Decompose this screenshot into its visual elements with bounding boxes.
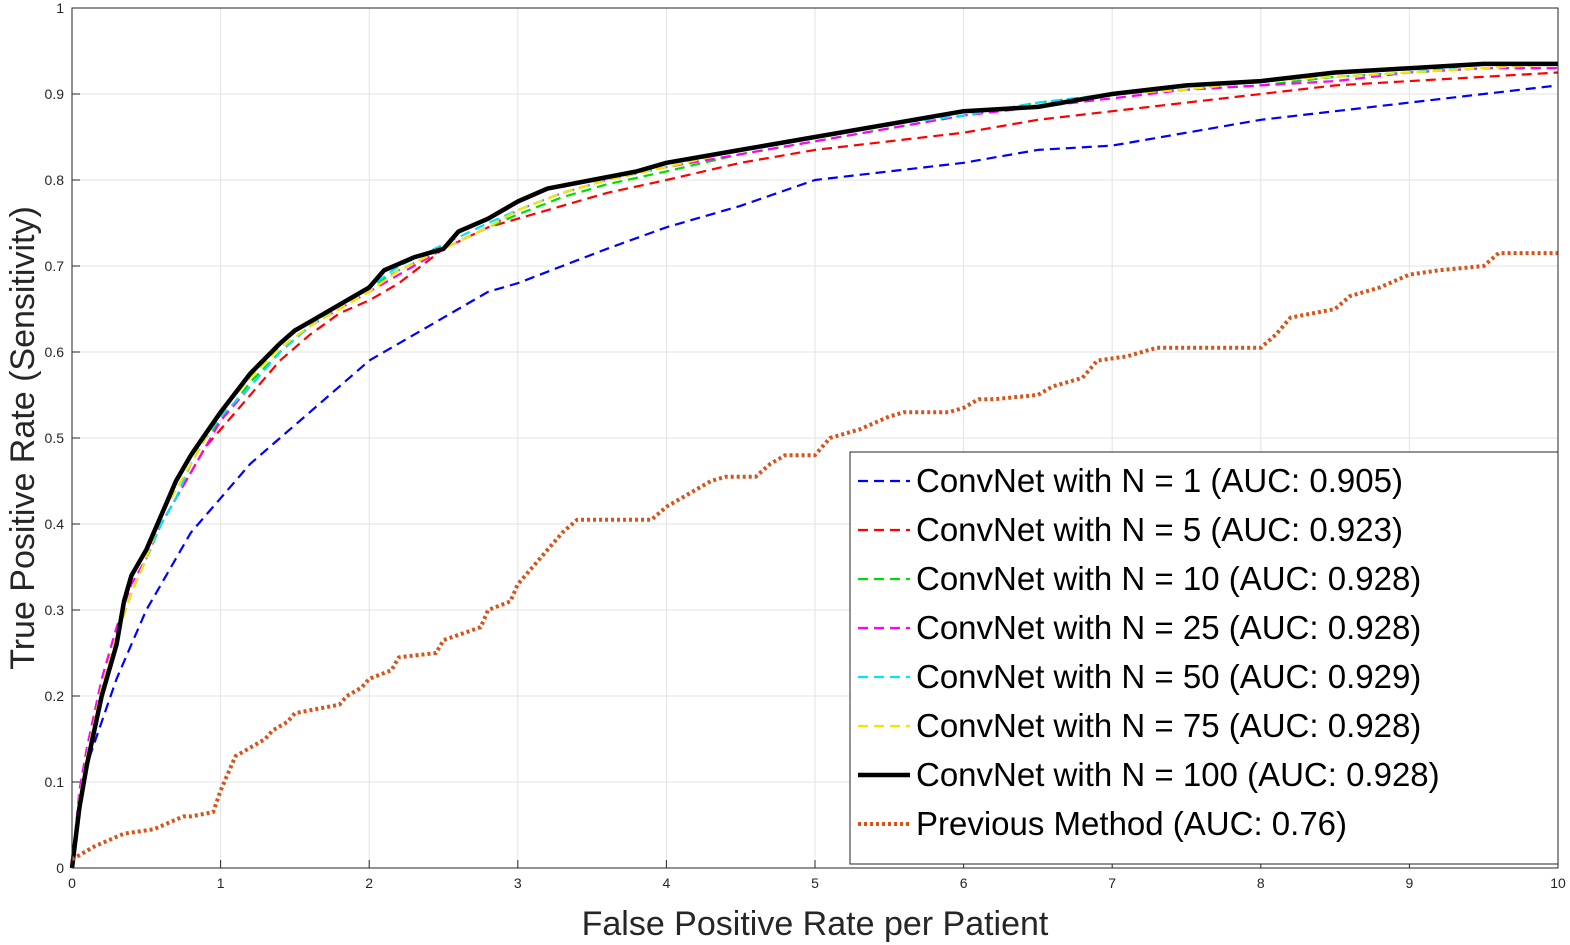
x-axis-label: False Positive Rate per Patient [582,905,1049,943]
legend: ConvNet with N = 1 (AUC: 0.905) ConvNet w… [849,451,1559,865]
x-tick-label: 5 [811,875,819,891]
x-tick-label: 9 [1406,875,1414,891]
x-tick-label: 0 [68,875,76,891]
x-tick-label: 8 [1257,875,1265,891]
legend-entry-label: ConvNet with N = 5 (AUC: 0.923) [916,511,1403,548]
y-tick-label: 0 [56,860,64,876]
y-tick-label: 0.4 [45,516,65,532]
y-axis-label: True Positive Rate (Sensitivity) [4,206,42,670]
y-tick-label: 1 [56,0,64,16]
legend-box [849,451,1559,865]
x-tick-label: 7 [1108,875,1116,891]
series-line-8 [70,251,1558,862]
axis-ticks: 0 1 2 3 4 5 6 7 8 9 10 0 0.1 0.2 0.3 0.4 0.5 0.6 0.7 0.8 0.9… [45,0,1566,891]
legend-entry-label: Previous Method (AUC: 0.76) [916,805,1347,842]
x-tick-label: 10 [1550,875,1566,891]
legend-entry-label: ConvNet with N = 75 (AUC: 0.928) [916,707,1421,744]
y-tick-label: 0.5 [45,430,65,446]
series-line-7 [69,61,1558,869]
x-tick-label: 1 [217,875,225,891]
legend-entry-label: ConvNet with N = 1 (AUC: 0.905) [916,462,1403,499]
y-tick-label: 0.2 [45,688,65,704]
legend-entry-label: ConvNet with N = 10 (AUC: 0.928) [916,560,1421,597]
y-tick-label: 0.9 [45,86,65,102]
series-line-6 [70,62,1559,869]
y-tick-label: 0.3 [45,602,65,618]
y-tick-label: 0.6 [45,344,65,360]
legend-entry-label: ConvNet with N = 100 (AUC: 0.928) [916,756,1440,793]
y-tick-label: 0.1 [45,774,65,790]
x-tick-label: 6 [960,875,968,891]
series-line-4 [70,67,1558,869]
series-line-1 [70,84,1559,869]
x-tick-label: 2 [365,875,373,891]
series-lines [69,61,1559,869]
legend-entry-label: ConvNet with N = 25 (AUC: 0.928) [916,609,1421,646]
y-tick-label: 0.8 [45,172,65,188]
y-tick-label: 0.7 [45,258,65,274]
x-tick-label: 4 [663,875,671,891]
legend-entry-label: ConvNet with N = 50 (AUC: 0.929) [916,658,1421,695]
x-tick-label: 3 [514,875,522,891]
